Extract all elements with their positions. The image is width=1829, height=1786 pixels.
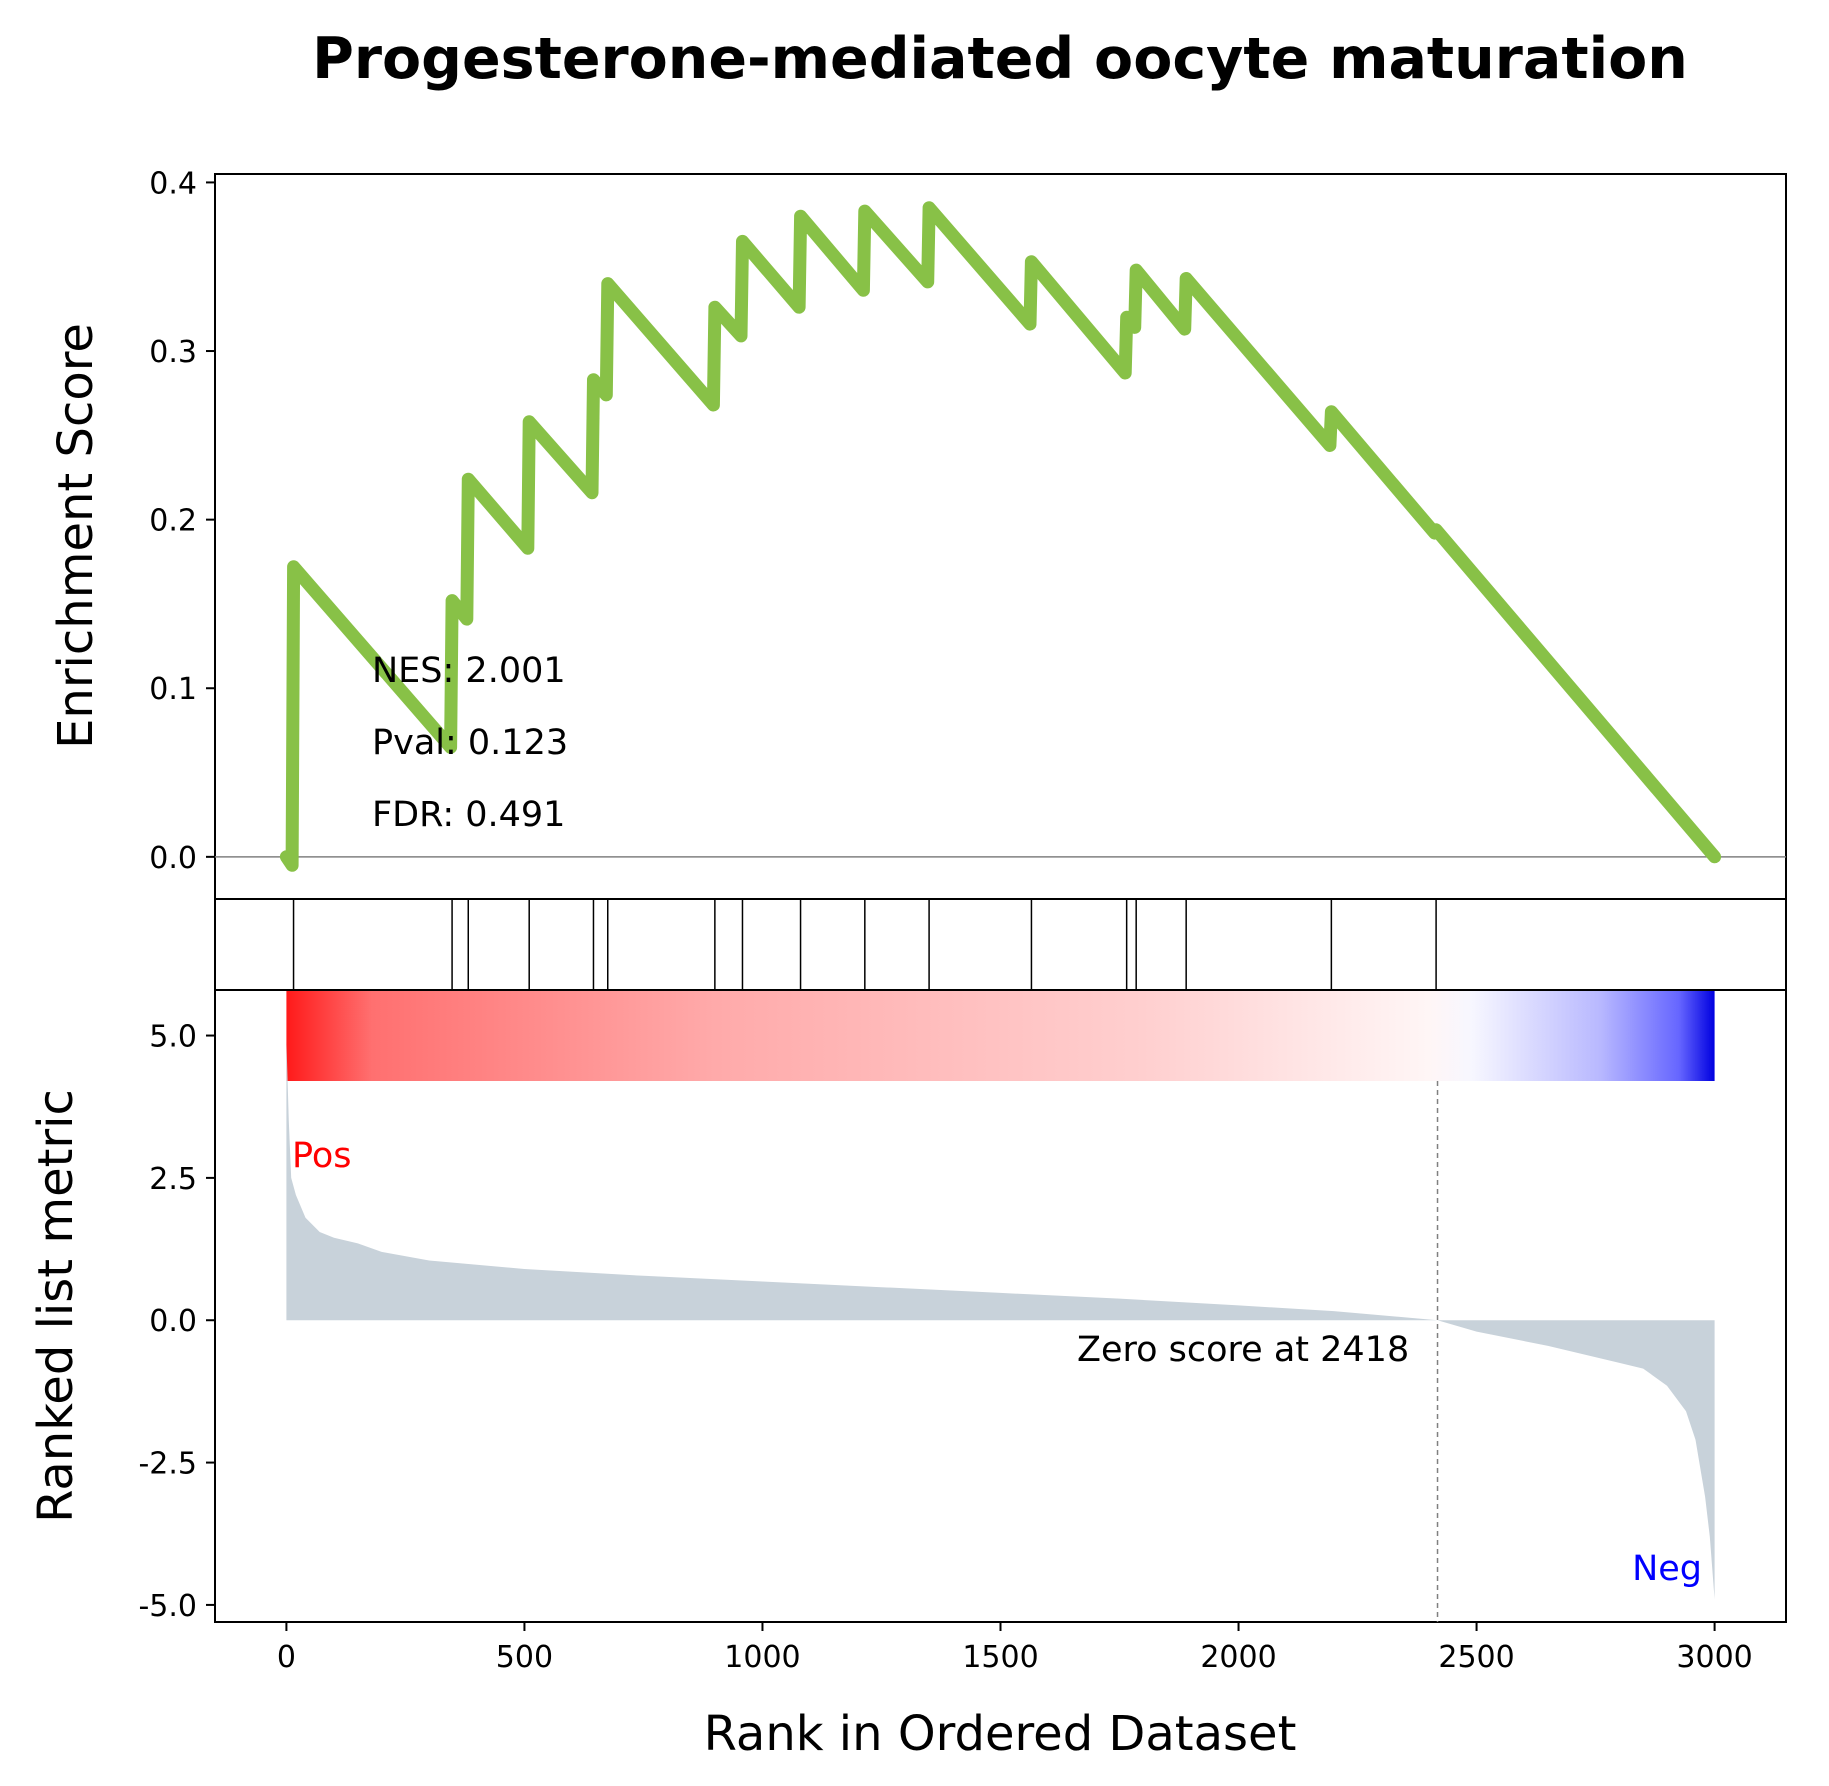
hits-panel-frame [214, 898, 1787, 991]
es-layer [215, 201, 1786, 872]
x-tick-label-2: 1000 [724, 1640, 800, 1675]
es-y-tick-label-4: 0.4 [149, 166, 197, 201]
chart-title: Progesterone-mediated oocyte maturation [312, 26, 1688, 92]
rank-y-tick-label-3: -2.5 [138, 1447, 197, 1482]
pos-label: Pos [292, 1136, 352, 1176]
x-tick-label-5: 2500 [1438, 1640, 1514, 1675]
pval-annotation: Pval: 0.123 [372, 723, 568, 763]
x-tick-label-0: 0 [277, 1640, 296, 1675]
x-tick-label-6: 3000 [1676, 1640, 1752, 1675]
rank-metric-area [286, 1041, 1715, 1600]
zero-score-label: Zero score at 2418 [1077, 1330, 1409, 1370]
rank-y-axis-label: Ranked list metric [28, 1089, 84, 1523]
rank-y-tick-label-0: 5.0 [149, 1020, 197, 1055]
hits-layer [292, 899, 1437, 990]
neg-label: Neg [1632, 1549, 1702, 1589]
rank-layer [286, 991, 1715, 1622]
rank-y-tick-label-4: -5.0 [138, 1589, 197, 1624]
x-tick-label-4: 2000 [1200, 1640, 1276, 1675]
es-y-tick-label-3: 0.3 [149, 335, 197, 370]
es-curve-line [279, 201, 1722, 872]
rank-color-bar [286, 991, 1715, 1081]
nes-annotation: NES: 2.001 [372, 651, 566, 691]
axis-layer: 0.0 0.1 0.2 0.3 0.4 5.0 2.5 0.0 -2.5 -5.0 0 500 1000… [138, 166, 1752, 1675]
x-tick-label-3: 1500 [962, 1640, 1038, 1675]
x-axis-label: Rank in Ordered Dataset [704, 1706, 1297, 1762]
es-y-tick-label-1: 0.1 [149, 672, 197, 707]
es-y-tick-label-0: 0.0 [149, 841, 197, 876]
es-y-tick-label-2: 0.2 [149, 504, 197, 539]
x-tick-label-1: 500 [496, 1640, 553, 1675]
rank-y-tick-label-1: 2.5 [149, 1162, 197, 1197]
fdr-annotation: FDR: 0.491 [372, 795, 565, 835]
rank-y-tick-label-2: 0.0 [149, 1304, 197, 1339]
es-y-axis-label: Enrichment Score [48, 323, 104, 749]
